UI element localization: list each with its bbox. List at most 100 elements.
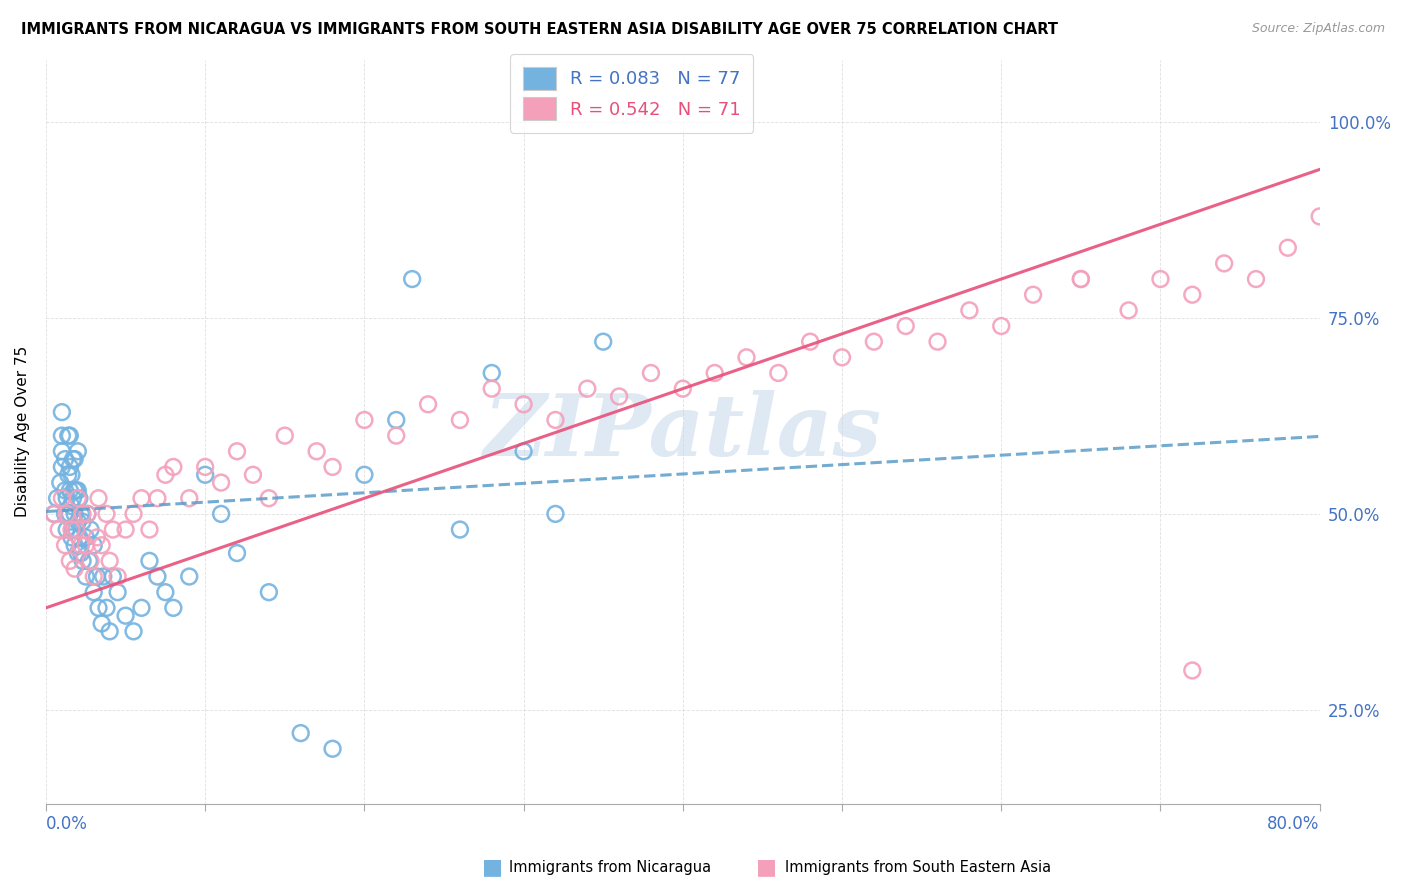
Text: ■: ■ [482,857,502,877]
Text: ZIPatlas: ZIPatlas [484,390,882,474]
Point [449,523,471,537]
Point [512,444,534,458]
Text: 80.0%: 80.0% [1267,815,1320,833]
Point [274,428,297,442]
Point [66,483,89,498]
Point [353,413,375,427]
Point [209,475,232,490]
Point [101,523,124,537]
Point [60,523,83,537]
Point [672,382,695,396]
Point [138,523,160,537]
Point [65,523,87,537]
Point [72,507,94,521]
Point [640,366,662,380]
Point [49,475,72,490]
Point [86,569,108,583]
Point [131,600,153,615]
Point [87,600,110,615]
Point [544,413,567,427]
Point [66,491,89,506]
Text: ■: ■ [756,857,776,877]
Point [46,491,69,506]
Point [799,334,821,349]
Point [59,554,82,568]
Point [75,569,97,583]
Point [209,507,232,521]
Point [1118,303,1140,318]
Point [122,507,145,521]
Point [1181,664,1204,678]
Point [60,467,83,482]
Point [51,444,73,458]
Point [957,303,980,318]
Point [59,507,82,521]
Point [305,444,328,458]
Point [544,507,567,521]
Point [58,467,80,482]
Point [63,452,86,467]
Point [1213,256,1236,270]
Point [401,272,423,286]
Point [75,538,97,552]
Point [70,546,93,560]
Point [194,459,217,474]
Point [114,608,136,623]
Point [70,507,93,521]
Point [63,538,86,552]
Point [96,600,118,615]
Point [83,585,105,599]
Point [831,351,853,365]
Point [51,491,73,506]
Text: 0.0%: 0.0% [46,815,87,833]
Point [735,351,758,365]
Point [592,334,614,349]
Point [385,413,408,427]
Text: Source: ZipAtlas.com: Source: ZipAtlas.com [1251,22,1385,36]
Point [70,538,93,552]
Point [768,366,790,380]
Point [146,491,169,506]
Point [62,491,84,506]
Point [122,624,145,639]
Point [1070,272,1092,286]
Point [512,397,534,411]
Point [58,428,80,442]
Point [51,428,73,442]
Point [90,538,112,552]
Point [63,562,86,576]
Point [107,585,129,599]
Point [576,382,599,396]
Point [863,334,886,349]
Point [607,389,630,403]
Point [65,523,87,537]
Point [449,413,471,427]
Point [155,585,177,599]
Point [66,515,89,529]
Point [51,459,73,474]
Point [66,444,89,458]
Point [242,467,264,482]
Point [322,459,344,474]
Point [114,523,136,537]
Point [48,523,70,537]
Point [385,428,408,442]
Point [42,507,65,521]
Point [96,507,118,521]
Point [1070,272,1092,286]
Point [131,491,153,506]
Point [1309,210,1331,224]
Point [107,569,129,583]
Point [55,523,77,537]
Point [87,491,110,506]
Point [481,382,503,396]
Point [155,467,177,482]
Legend: R = 0.083   N = 77, R = 0.542   N = 71: R = 0.083 N = 77, R = 0.542 N = 71 [510,54,754,133]
Point [481,366,503,380]
Point [257,585,280,599]
Text: Immigrants from Nicaragua: Immigrants from Nicaragua [509,860,711,874]
Point [179,569,201,583]
Point [146,569,169,583]
Point [67,530,90,544]
Point [101,569,124,583]
